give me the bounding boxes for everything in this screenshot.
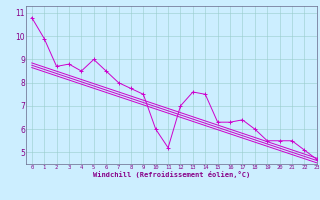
X-axis label: Windchill (Refroidissement éolien,°C): Windchill (Refroidissement éolien,°C) — [92, 171, 250, 178]
